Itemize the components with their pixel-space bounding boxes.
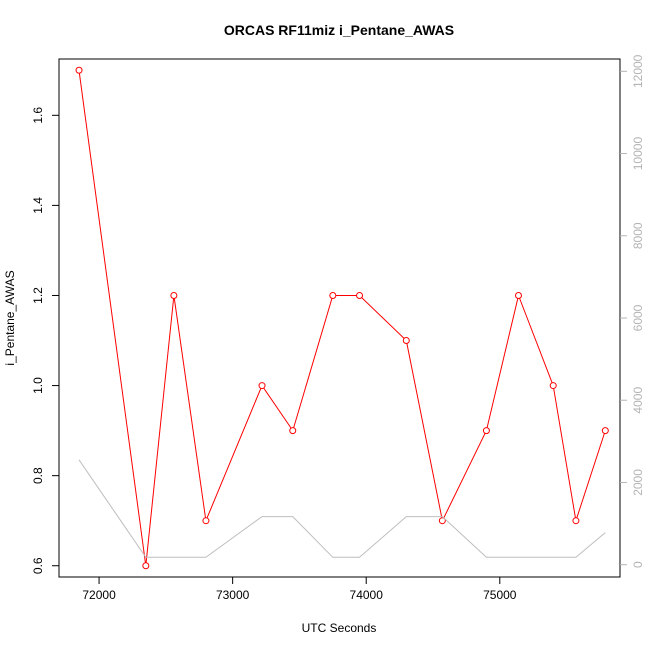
- y2-tick-label-3: 6000: [631, 304, 645, 331]
- series-0-point-9: [438, 517, 446, 525]
- series-0-point-5: [289, 427, 297, 435]
- series-0-point-4: [258, 382, 266, 390]
- y-tick-label-4: 1.4: [31, 197, 45, 214]
- chart-title: ORCAS RF11miz i_Pentane_AWAS: [224, 22, 454, 38]
- y-tick-label-0: 0.6: [31, 557, 45, 574]
- series-line-1: [78, 459, 606, 558]
- series-0-point-14: [601, 427, 609, 435]
- y-tick-label-5: 1.6: [31, 107, 45, 124]
- series-0-point-2: [170, 291, 178, 299]
- x-tick-label-0: 72000: [82, 588, 116, 602]
- series-0-point-0: [75, 66, 83, 74]
- x-tick-label-3: 75000: [483, 588, 517, 602]
- y2-tick-label-6: 12000: [631, 54, 645, 88]
- y-tick-label-2: 1.0: [31, 377, 45, 394]
- x-axis-label: UTC Seconds: [302, 621, 377, 635]
- y2-axis: 0 2000 4000 6000 8000 10000 12000: [620, 54, 645, 568]
- y2-tick-label-1: 2000: [631, 469, 645, 496]
- y-axis-label: i_Pentane_AWAS: [3, 270, 17, 365]
- series-0-point-8: [402, 337, 410, 345]
- series-layer: [75, 66, 609, 570]
- y-tick-label-1: 0.8: [31, 467, 45, 484]
- x-tick-label-1: 73000: [216, 588, 250, 602]
- y-tick-label-3: 1.2: [31, 287, 45, 304]
- series-0-point-1: [142, 562, 150, 570]
- x-tick-label-2: 74000: [350, 588, 384, 602]
- y2-tick-label-5: 10000: [631, 137, 645, 171]
- y-axis: 0.6 0.8 1.0 1.2 1.4 1.6: [31, 107, 59, 574]
- series-0-point-13: [572, 517, 580, 525]
- series-0-point-10: [482, 427, 490, 435]
- series-0-point-12: [549, 382, 557, 390]
- x-axis: 72000 73000 74000 75000: [82, 577, 517, 602]
- y2-tick-label-0: 0: [631, 561, 645, 568]
- series-0-point-11: [514, 291, 522, 299]
- series-0-point-6: [329, 291, 337, 299]
- y2-tick-label-2: 4000: [631, 387, 645, 414]
- series-0-point-7: [356, 291, 364, 299]
- y2-tick-label-4: 8000: [631, 222, 645, 249]
- series-0-point-3: [202, 517, 210, 525]
